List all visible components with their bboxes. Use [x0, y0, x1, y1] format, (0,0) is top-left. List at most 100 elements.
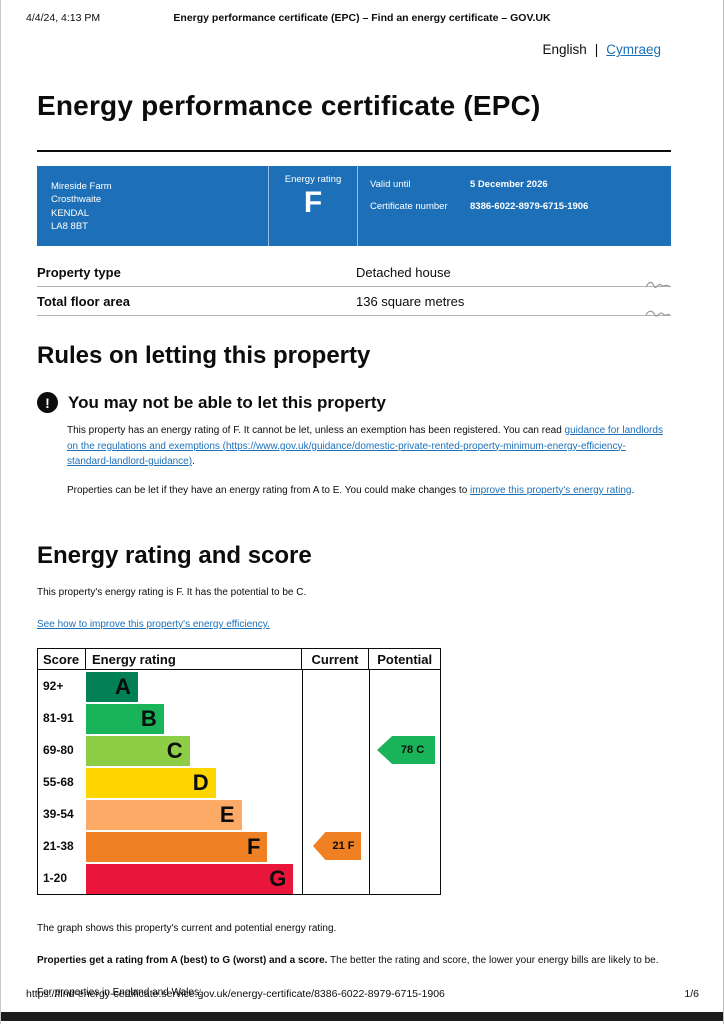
band-letter: D [192, 770, 209, 795]
epc-band-row-g: 1-20 G [38, 862, 302, 894]
pen-scribble [645, 310, 671, 317]
paragraph-text: This property has an energy rating of F.… [67, 425, 565, 436]
note-text: The better the rating and score, the low… [327, 955, 659, 966]
band-bar-area: B [86, 703, 302, 734]
note-paragraph: For properties in England and Wales: [37, 985, 671, 1000]
band-score: 81-91 [43, 711, 74, 725]
address-line: LA8 8BT [51, 220, 88, 232]
energy-rating-block: Energy rating F [268, 166, 358, 246]
band-score: 69-80 [43, 743, 74, 757]
current-rating-column: 21 F [302, 670, 369, 894]
warning-paragraph: Properties can be let if they have an en… [67, 483, 663, 499]
certificate-details: Valid until 5 December 2026 Certificate … [358, 166, 671, 246]
valid-until-row: Valid until 5 December 2026 [370, 179, 671, 192]
band-bar-area: G [86, 863, 302, 894]
language-separator: | [594, 42, 599, 57]
improve-efficiency-link[interactable]: See how to improve this property's energ… [37, 619, 270, 630]
epc-band-row-d: 55-68 D [38, 766, 302, 798]
table-row: Total floor area 136 square metres [37, 287, 671, 317]
band-letter: G [269, 866, 287, 891]
address-line: Mireside Farm [51, 181, 112, 192]
chart-header-current: Current [300, 649, 369, 669]
band-bar-area: A [86, 671, 302, 702]
epc-band-row-b: 81-91 B [38, 702, 302, 734]
language-link-cymraeg[interactable]: Cymraeg [606, 42, 661, 57]
warning-body: This property has an energy rating of F.… [67, 423, 663, 498]
band-bar-g: G [86, 864, 294, 894]
energy-rating-label: Energy rating [284, 174, 342, 185]
certificate-number-label: Certificate number [370, 200, 448, 212]
guidance-link[interactable]: guidance for landlords on the regulation… [67, 425, 663, 467]
paragraph-text: Properties can be let if they have an en… [67, 484, 471, 496]
language-switcher: English | Cymraeg [542, 42, 661, 57]
valid-until-label: Valid until [370, 179, 411, 190]
certificate-number-row: Certificate number 8386-6022-8979-6715-1… [370, 201, 671, 214]
chart-notes: The graph shows this property's current … [37, 921, 671, 1000]
band-bar-area: E [86, 799, 302, 830]
improve-rating-link[interactable]: improve this property's energy rating [470, 484, 632, 496]
band-bar-area: F [86, 831, 302, 862]
print-title: Energy performance certificate (EPC) – F… [173, 12, 551, 24]
print-footer: https://find-energy-certificate.service.… [26, 988, 699, 1000]
band-letter: B [140, 706, 157, 731]
row-value: 136 square metres [356, 293, 465, 309]
note-text: Properties get a rating from A (best) to… [37, 955, 328, 966]
note-text: The graph shows this property's current … [37, 923, 337, 934]
property-summary-table: Property type Detached house Total floor… [37, 258, 671, 317]
paragraph-text: . [631, 484, 635, 496]
epc-band-row-c: 69-80 C [38, 734, 302, 766]
warning-block: ! You may not be able to let this proper… [37, 392, 671, 413]
band-score: 21-38 [43, 839, 74, 853]
warning-heading: You may not be able to let this property [68, 392, 387, 412]
current-rating-arrow: 21 F [313, 832, 361, 860]
certificate-banner: Mireside Farm Crosthwaite KENDAL LA8 8BT… [37, 166, 671, 246]
rules-heading: Rules on letting this property [37, 342, 371, 369]
note-paragraph: The graph shows this property's current … [37, 921, 671, 936]
chart-header-row: Score Energy rating Current Potential [38, 649, 440, 670]
band-bar-area: D [86, 767, 302, 798]
band-score: 39-54 [43, 807, 74, 821]
chart-header-score: Score [38, 649, 86, 669]
table-row: Property type Detached house [37, 258, 671, 289]
band-bar-area: C [86, 735, 302, 766]
row-label: Total floor area [37, 293, 130, 309]
row-value: Detached house [356, 264, 451, 280]
band-letter: F [246, 834, 261, 859]
valid-until-value: 5 December 2026 [470, 179, 548, 190]
epc-band-row-a: 92+ A [38, 670, 302, 702]
band-bar-a: A [86, 672, 138, 702]
chart-body: 92+ A 81-91 B 69-80 C 55-68 D 39-54 E 21-38 F 1-20 G … [38, 670, 440, 894]
pen-scribble [645, 281, 671, 289]
rating-heading: Energy rating and score [37, 542, 312, 569]
chart-header-left: Score Energy rating [38, 649, 301, 669]
improve-link-paragraph: See how to improve this property's energ… [37, 617, 671, 632]
address-line: KENDAL [51, 207, 90, 219]
bottom-edge-strip [1, 1012, 723, 1021]
title-divider [37, 150, 671, 152]
certificate-number-value: 8386-6022-8979-6715-1906 [470, 200, 589, 212]
footer-page-number: 1/6 [684, 988, 699, 1000]
potential-rating-column: 78 C [369, 670, 440, 894]
property-address: Mireside Farm Crosthwaite KENDAL LA8 8BT [37, 166, 268, 246]
energy-rating-value: F [303, 186, 323, 219]
note-text: For properties in England and Wales: [37, 987, 202, 998]
band-bar-e: E [86, 800, 242, 830]
note-paragraph: Properties get a rating from A (best) to… [37, 953, 671, 968]
epc-band-row-e: 39-54 E [38, 798, 302, 830]
potential-rating-arrow: 78 C [377, 736, 436, 764]
rating-intro: This property's energy rating is F. It h… [37, 587, 307, 598]
potential-rating-value: 78 C [400, 744, 425, 756]
chart-header-potential: Potential [368, 649, 440, 669]
print-header: 4/4/24, 4:13 PM Energy performance certi… [1, 12, 723, 24]
print-date: 4/4/24, 4:13 PM [26, 12, 101, 24]
band-bar-c: C [86, 736, 190, 766]
epc-band-row-f: 21-38 F [38, 830, 302, 862]
epc-chart: Score Energy rating Current Potential 92… [37, 648, 441, 895]
band-bar-b: B [86, 704, 164, 734]
row-label: Property type [37, 264, 121, 280]
band-letter: A [114, 674, 131, 699]
band-bar-d: D [86, 768, 216, 798]
warning-icon: ! [37, 392, 58, 413]
band-score: 1-20 [43, 871, 68, 885]
band-bar-f: F [86, 832, 268, 862]
